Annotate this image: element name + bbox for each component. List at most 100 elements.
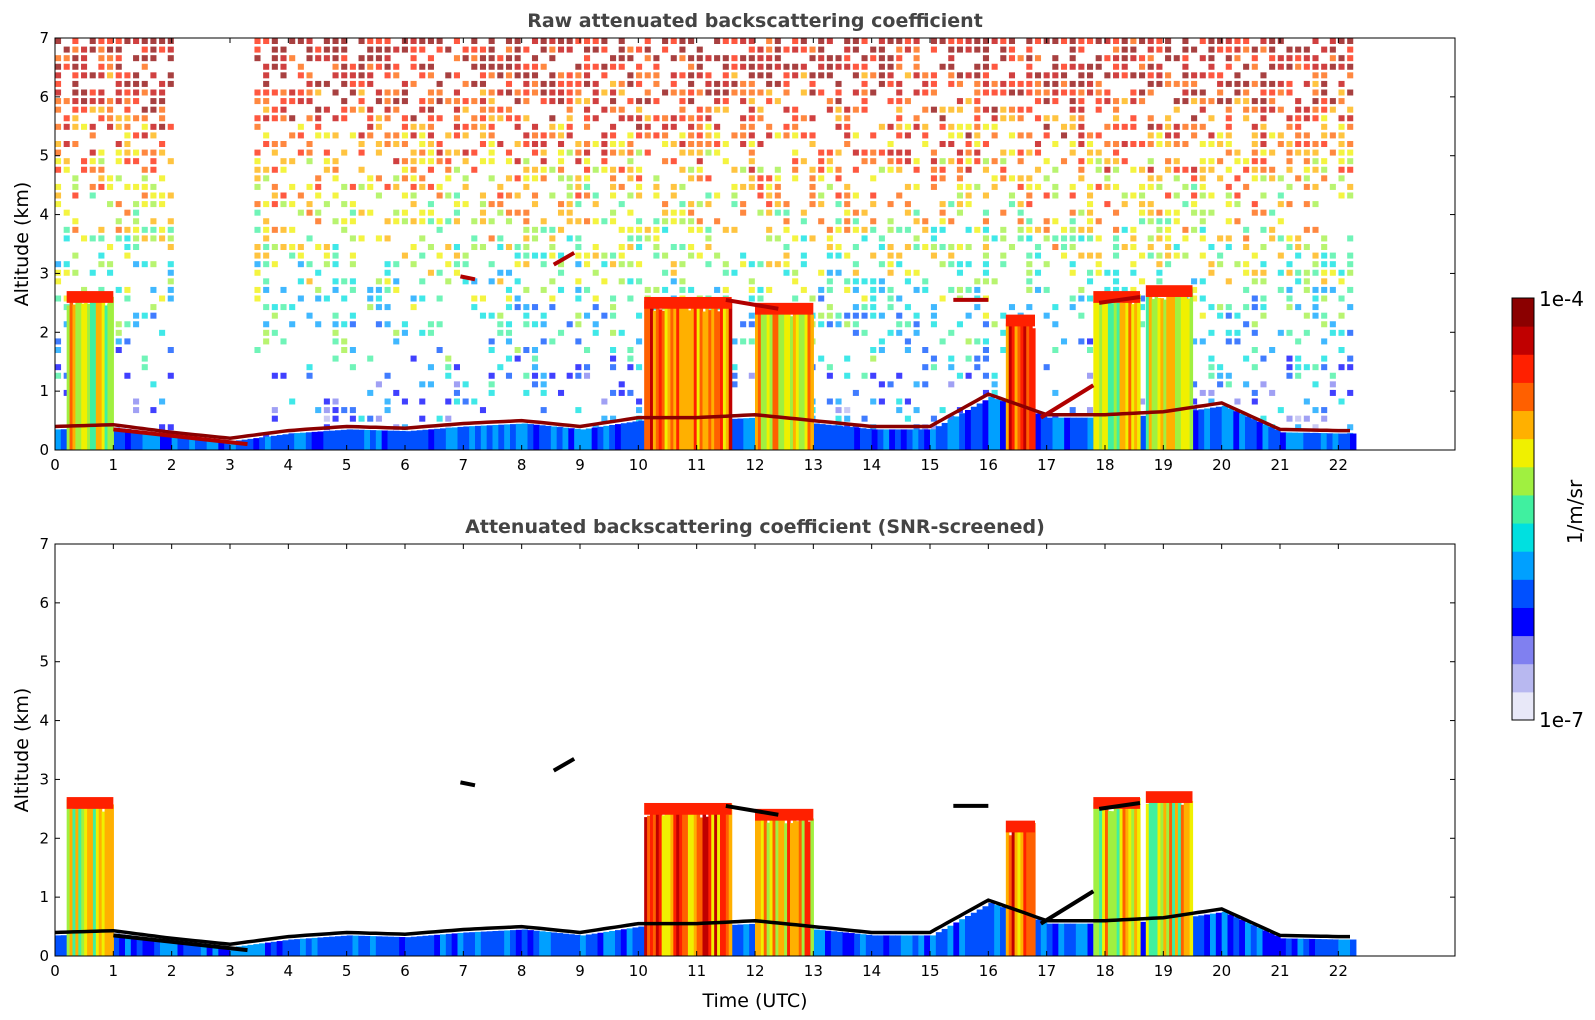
noise-pixel: [1086, 201, 1094, 208]
noise-pixel: [887, 269, 894, 276]
noise-pixel: [1243, 98, 1250, 105]
noise-pixel: [731, 80, 738, 87]
noise-pixel: [167, 123, 174, 130]
noise-pixel: [1113, 286, 1120, 293]
noise-pixel: [523, 218, 530, 225]
noise-pixel: [740, 98, 747, 105]
noise-pixel: [367, 175, 374, 182]
noise-pixel: [1156, 269, 1163, 276]
noise-pixel: [1000, 55, 1007, 62]
x-tick-label: 15: [920, 962, 939, 980]
boundary-layer-column: [119, 934, 126, 956]
y-tick-label: 6: [39, 594, 49, 612]
colorbar-frame: [1511, 297, 1535, 721]
noise-pixel: [722, 106, 729, 113]
cloud-column: [1008, 835, 1013, 956]
noise-pixel: [1147, 183, 1154, 190]
noise-pixel: [1121, 55, 1128, 62]
noise-pixel: [133, 38, 140, 45]
boundary-layer-column: [451, 933, 459, 956]
noise-pixel: [1000, 80, 1007, 87]
noise-pixel: [852, 46, 859, 53]
cloud-top: [755, 808, 814, 821]
noise-pixel: [419, 123, 426, 130]
noise-pixel: [1217, 312, 1224, 319]
boundary-layer-column: [387, 936, 394, 956]
noise-pixel: [98, 98, 105, 105]
noise-pixel: [1321, 261, 1328, 268]
noise-pixel: [809, 55, 816, 62]
noise-pixel: [479, 312, 487, 319]
noise-pixel: [636, 261, 643, 268]
noise-pixel: [159, 201, 166, 208]
noise-pixel: [263, 304, 270, 311]
noise-pixel: [315, 183, 322, 190]
noise-pixel: [479, 132, 487, 139]
noise-pixel: [948, 329, 955, 336]
noise-pixel: [410, 355, 417, 362]
noise-pixel: [133, 235, 140, 242]
noise-pixel: [956, 80, 963, 87]
noise-pixel: [1251, 98, 1258, 105]
noise-pixel: [98, 46, 105, 53]
noise-pixel: [315, 106, 322, 113]
noise-pixel: [1095, 269, 1102, 276]
noise-pixel: [436, 347, 443, 354]
noise-pixel: [497, 312, 504, 319]
noise-pixel: [870, 252, 877, 259]
noise-pixel: [133, 218, 140, 225]
noise-pixel: [662, 158, 669, 165]
noise-pixel: [1225, 244, 1232, 251]
noise-pixel: [1225, 304, 1232, 311]
noise-pixel: [297, 89, 304, 96]
noise-pixel: [280, 115, 287, 122]
noise-pixel: [393, 46, 400, 53]
noise-pixel: [306, 364, 313, 371]
x-tick-label: 22: [1329, 456, 1348, 474]
noise-pixel: [479, 46, 487, 53]
noise-pixel: [792, 115, 799, 122]
noise-pixel: [1165, 209, 1172, 216]
noise-pixel: [800, 115, 807, 122]
noise-pixel: [1026, 278, 1033, 285]
noise-pixel: [1130, 269, 1137, 276]
noise-pixel: [1017, 235, 1024, 242]
noise-pixel: [1251, 389, 1258, 396]
noise-pixel: [618, 183, 625, 190]
noise-pixel: [705, 175, 712, 182]
noise-pixel: [956, 166, 963, 173]
noise-pixel: [271, 38, 278, 45]
noise-pixel: [670, 158, 677, 165]
noise-pixel: [1034, 72, 1042, 79]
noise-pixel: [575, 235, 582, 242]
noise-pixel: [575, 278, 582, 285]
noise-pixel: [887, 63, 894, 70]
noise-pixel: [861, 80, 868, 87]
noise-pixel: [436, 183, 443, 190]
noise-pixel: [1043, 364, 1050, 371]
noise-pixel: [861, 158, 868, 165]
noise-pixel: [636, 235, 643, 242]
noise-pixel: [540, 407, 547, 414]
noise-pixel: [601, 141, 608, 148]
noise-pixel: [1234, 89, 1241, 96]
noise-pixel: [844, 278, 851, 285]
noise-pixel: [783, 46, 790, 53]
noise-pixel: [341, 149, 348, 156]
noise-pixel: [549, 123, 556, 130]
noise-pixel: [818, 63, 825, 70]
noise-pixel: [818, 89, 825, 96]
noise-pixel: [662, 218, 669, 225]
noise-pixel: [1156, 183, 1163, 190]
y-tick-label: 3: [39, 770, 49, 788]
noise-pixel: [445, 244, 452, 251]
noise-pixel: [72, 183, 79, 190]
noise-pixel: [254, 244, 261, 251]
noise-pixel: [1173, 132, 1180, 139]
noise-pixel: [514, 244, 521, 251]
noise-pixel: [584, 80, 591, 87]
noise-pixel: [939, 338, 946, 345]
noise-pixel: [913, 269, 920, 276]
x-tick-label: 11: [687, 962, 706, 980]
noise-pixel: [453, 132, 460, 139]
